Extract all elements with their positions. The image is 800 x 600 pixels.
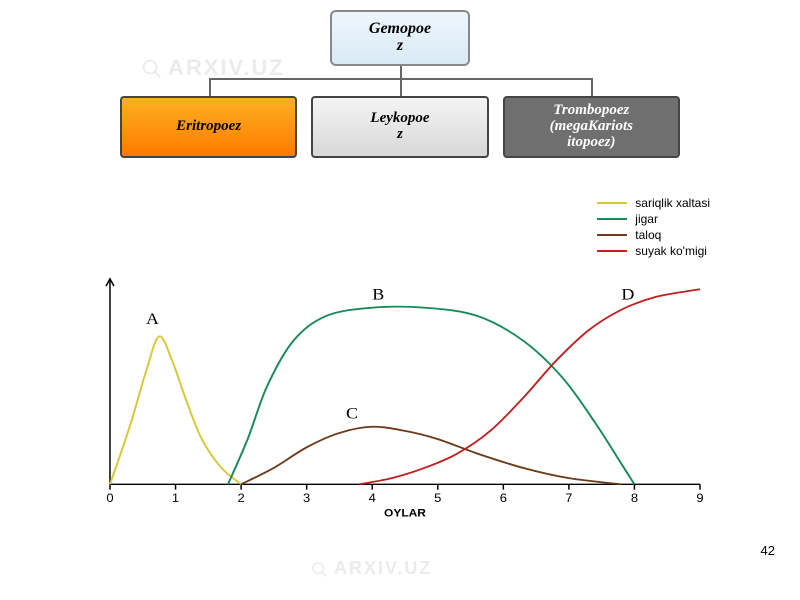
svg-text:3: 3 (303, 492, 310, 505)
svg-text:7: 7 (565, 492, 572, 505)
watermark: ARXIV.UZ (310, 558, 432, 579)
hierarchy-diagram: Gemopoez EritropoezLeykopoezTrombopoez(m… (120, 10, 680, 158)
legend: sariqlik xaltasi jigar taloq suyak ko'migi (597, 196, 710, 260)
child-node-1: Leykopoez (311, 96, 488, 158)
svg-text:D: D (621, 285, 634, 303)
root-node: Gemopoez (330, 10, 470, 66)
legend-item: taloq (597, 228, 710, 242)
children-row: EritropoezLeykopoezTrombopoez(megaKariot… (120, 96, 680, 158)
connectors (120, 66, 680, 96)
svg-text:8: 8 (631, 492, 638, 505)
svg-text:2: 2 (237, 492, 244, 505)
svg-text:A: A (146, 310, 160, 328)
svg-text:B: B (372, 285, 384, 303)
page-number: 42 (761, 543, 775, 558)
legend-item: jigar (597, 212, 710, 226)
svg-text:6: 6 (500, 492, 507, 505)
svg-text:0: 0 (106, 492, 113, 505)
chart-area: sariqlik xaltasijigartaloqsuyak ko'migi … (60, 190, 740, 560)
child-node-2: Trombopoez(megaKariotsitopoez) (503, 96, 680, 158)
child-node-0: Eritropoez (120, 96, 297, 158)
legend-item: sariqlik xaltasi (597, 196, 710, 210)
svg-text:1: 1 (172, 492, 179, 505)
line-chart: 0 1 2 3 4 5 6 7 8 9 OYLAR A B C D (90, 270, 710, 520)
legend-item: suyak ko'migi (597, 244, 710, 258)
svg-text:5: 5 (434, 492, 441, 505)
svg-text:4: 4 (369, 492, 376, 505)
svg-text:OYLAR: OYLAR (384, 508, 426, 519)
svg-text:C: C (346, 404, 358, 422)
svg-text:9: 9 (696, 492, 703, 505)
